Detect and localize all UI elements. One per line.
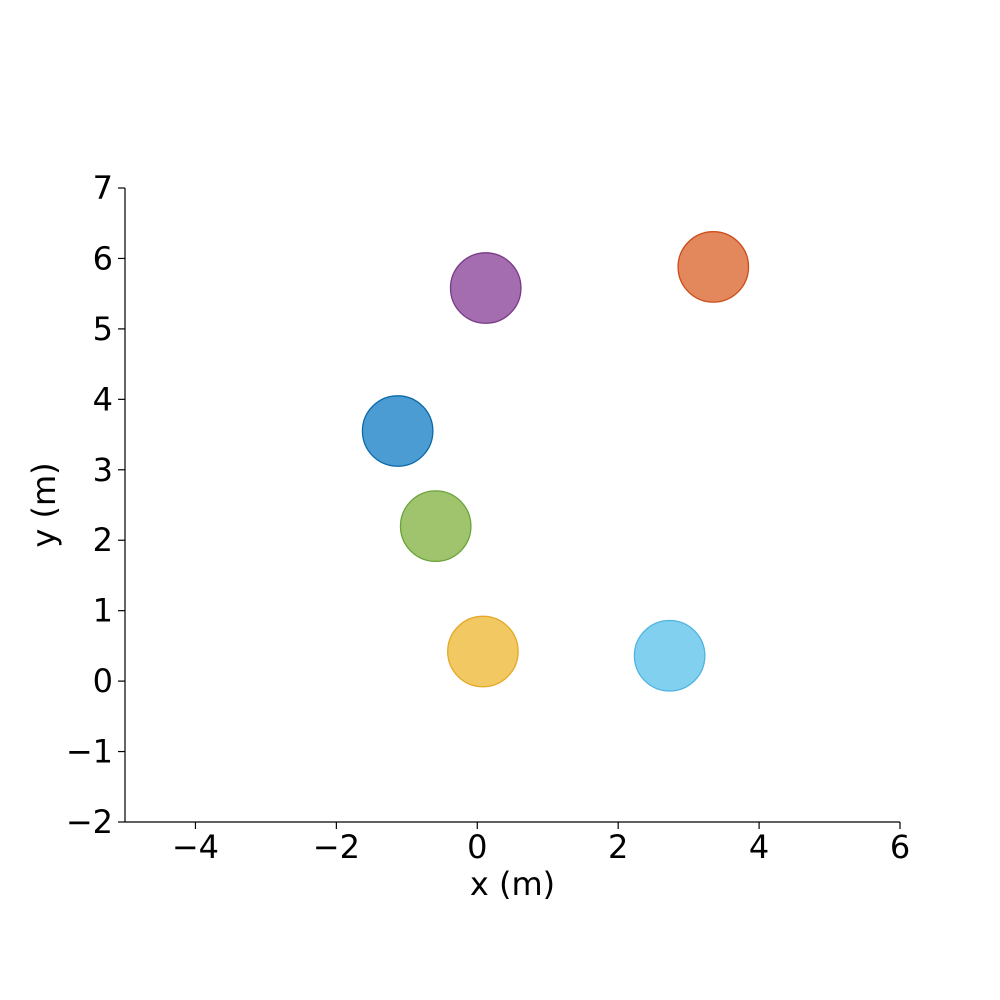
y-tick-label: 4 — [93, 380, 113, 418]
y-tick-label: −1 — [66, 733, 113, 771]
y-axis-label: y (m) — [25, 462, 63, 547]
y-tick-label: 1 — [93, 592, 113, 630]
x-tick-label: −2 — [313, 828, 360, 866]
y-ticks: −2 −1 0 1 2 3 4 5 6 7 — [66, 169, 125, 841]
y-tick-label: −2 — [66, 803, 113, 841]
y-tick-label: 7 — [93, 169, 113, 207]
y-tick-label: 5 — [93, 310, 113, 348]
x-ticks: −4 −2 0 2 4 6 — [172, 822, 910, 866]
x-axis-label: x (m) — [470, 865, 555, 903]
y-tick-label: 0 — [93, 662, 113, 700]
y-tick-label: 6 — [93, 239, 113, 277]
y-tick-label: 3 — [93, 451, 113, 489]
x-tick-label: −4 — [172, 828, 219, 866]
x-tick-label: 4 — [749, 828, 769, 866]
scatter-point — [449, 252, 522, 324]
scatter-point — [677, 231, 750, 303]
scatter-point — [633, 619, 706, 692]
y-tick-label: 2 — [93, 521, 113, 559]
scatter-point — [399, 490, 472, 563]
x-tick-label: 0 — [467, 828, 487, 866]
markers-layer — [361, 231, 750, 692]
scatter-point — [447, 615, 519, 688]
scatter-point — [361, 395, 434, 467]
x-tick-label: 2 — [608, 828, 628, 866]
x-tick-label: 6 — [890, 828, 910, 866]
